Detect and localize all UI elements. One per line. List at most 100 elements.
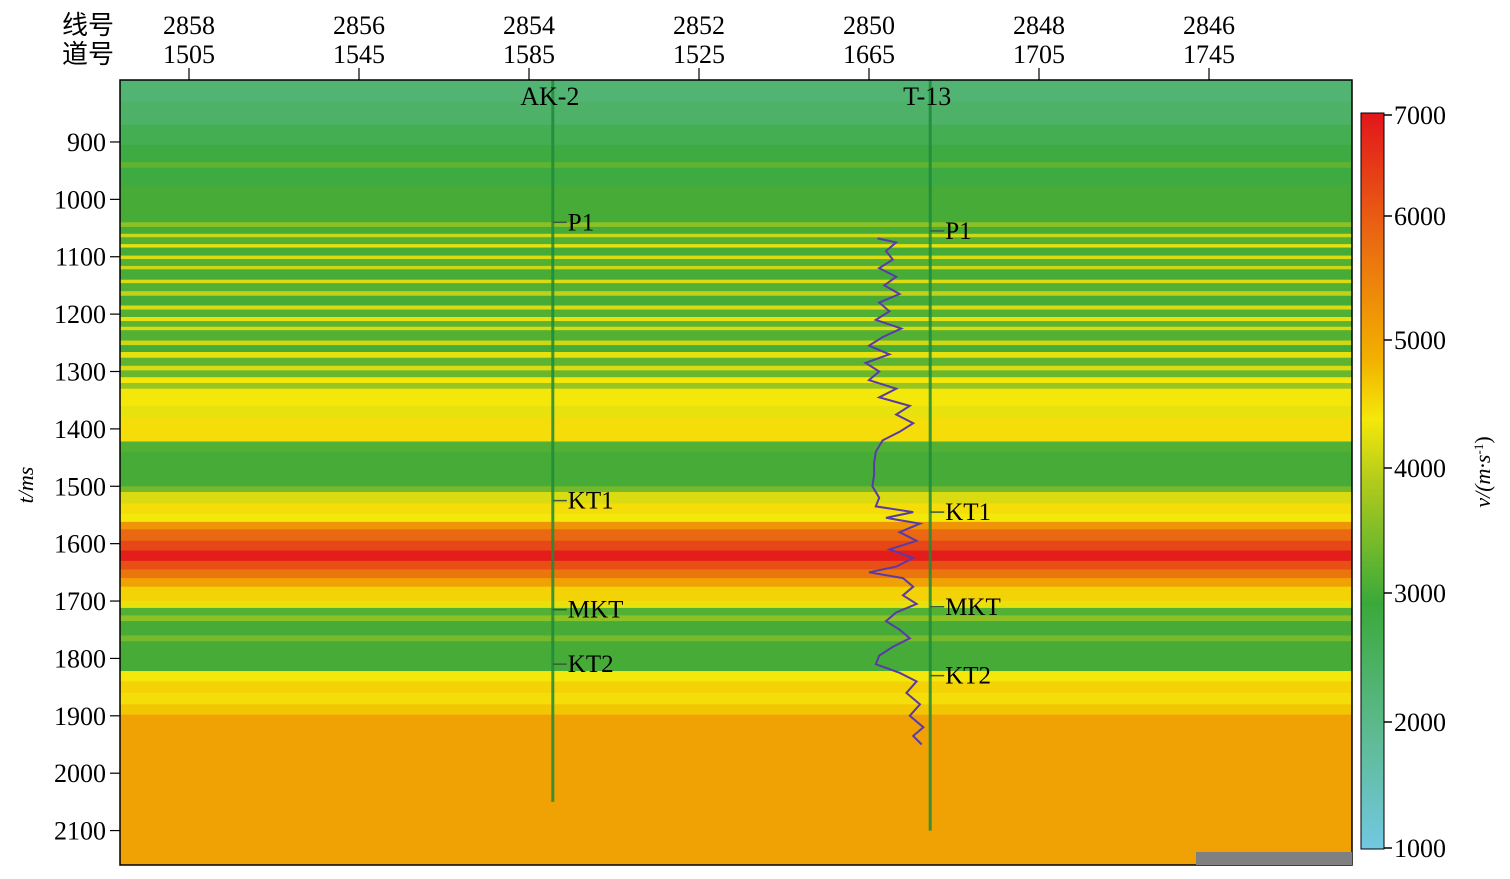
velocity-layer (120, 295, 1352, 307)
top-axis-trace-label: 1505 (163, 40, 215, 69)
scale-bar-patch (1196, 852, 1352, 865)
velocity-layer (120, 503, 1352, 515)
colorbar-tick-label: 1000 (1394, 834, 1446, 863)
velocity-layer (120, 226, 1352, 235)
velocity-layer (120, 357, 1352, 367)
velocity-layer (120, 370, 1352, 378)
colorbar-ticks: 1000 2000 3000 4000 5000 6000 7000 (1384, 101, 1446, 863)
velocity-layer (120, 529, 1352, 542)
y-axis-tick-label: 900 (67, 128, 106, 157)
y-axis-tick-label: 2100 (54, 817, 106, 846)
velocity-layer (120, 540, 1352, 552)
velocity-layer (120, 269, 1352, 281)
velocity-layer (120, 569, 1352, 579)
velocity-layer (120, 326, 1352, 331)
y-axis-tick-label: 1300 (54, 358, 106, 387)
velocity-layer (120, 377, 1352, 384)
y-axis-tick-label: 1500 (54, 472, 106, 501)
velocity-layer (120, 255, 1352, 260)
top-axis-trace-label: 1705 (1013, 40, 1065, 69)
velocity-layer (120, 615, 1352, 622)
top-axis-row-label-trace: 道号 (62, 40, 114, 69)
velocity-layer (120, 340, 1352, 346)
colorbar-tick-label: 7000 (1394, 101, 1446, 130)
velocity-layer (120, 704, 1352, 716)
colorbar (1360, 112, 1385, 850)
horizon-label: KT1 (945, 499, 991, 526)
velocity-layer (120, 283, 1352, 292)
top-axis-trace-label: 1525 (673, 40, 725, 69)
velocity-layer (120, 417, 1352, 443)
top-axis-row-label-line: 线号 (62, 11, 114, 40)
velocity-layer (120, 237, 1352, 245)
velocity-layer (120, 144, 1352, 163)
top-axis-trace-label: 1665 (843, 40, 895, 69)
velocity-layer (120, 671, 1352, 682)
top-axis-trace-label: 1545 (333, 40, 385, 69)
velocity-layer (120, 560, 1352, 570)
top-axis-line-label: 2850 (843, 11, 895, 40)
well-name: AK-2 (520, 82, 579, 111)
top-axis-line-label: 2856 (333, 11, 385, 40)
colorbar-tick-label: 5000 (1394, 326, 1446, 355)
velocity-layer (120, 124, 1352, 146)
velocity-layer (120, 586, 1352, 602)
velocity-layer (120, 259, 1352, 267)
top-axis-trace-label: 1745 (1183, 40, 1235, 69)
velocity-layer (120, 80, 1352, 103)
y-axis-tick-label: 1600 (54, 530, 106, 559)
horizon-label: P1 (568, 209, 594, 236)
velocity-layer (120, 382, 1352, 390)
velocity-layer (120, 305, 1352, 311)
velocity-layer (120, 681, 1352, 694)
velocity-layer (120, 441, 1352, 453)
velocity-layer (120, 486, 1352, 493)
velocity-layer (120, 513, 1352, 523)
velocity-layer (120, 492, 1352, 504)
y-axis-label: t/ms (13, 467, 38, 504)
horizon-label: MKT (568, 597, 624, 624)
horizon-label: MKT (945, 594, 1001, 621)
velocity-layer (120, 345, 1352, 353)
horizon-label: KT1 (568, 488, 614, 515)
well-log-curve (863, 237, 925, 746)
velocity-layer (120, 635, 1352, 642)
velocity-layer (120, 521, 1352, 530)
y-axis-tick-label: 1000 (54, 185, 106, 214)
velocity-layer (120, 621, 1352, 636)
chart-overlay: AK-2 P1 KT1 MKT KT2 T-13 P1 KT1 MKT KT2 (520, 80, 1001, 831)
velocity-layer (120, 607, 1352, 616)
velocity-layer (120, 601, 1352, 609)
velocity-layer (120, 351, 1352, 359)
velocity-layer (120, 167, 1352, 186)
colorbar-label: v/(m·s-1) (1470, 436, 1495, 507)
velocity-layer (120, 101, 1352, 126)
top-axis-line-label: 2848 (1013, 11, 1065, 40)
velocity-layers (120, 80, 1352, 866)
velocity-layer (120, 330, 1352, 342)
colorbar-tick-label: 2000 (1394, 708, 1446, 737)
velocity-layer (120, 309, 1352, 318)
velocity-layer (120, 265, 1352, 270)
velocity-layer (120, 451, 1352, 487)
velocity-layer (120, 405, 1352, 418)
velocity-layer (120, 316, 1352, 322)
velocity-layer (120, 185, 1352, 223)
velocity-layer (120, 162, 1352, 169)
y-axis-tick-label: 1100 (55, 243, 106, 272)
velocity-layer (120, 365, 1352, 371)
colorbar-tick-label: 3000 (1394, 579, 1446, 608)
y-axis-tick-label: 1700 (54, 587, 106, 616)
top-axis-line-label: 2852 (673, 11, 725, 40)
y-axis-tick-label: 1400 (54, 415, 106, 444)
top-axis-line-label: 2858 (163, 11, 215, 40)
y-axis-tick-label: 2000 (54, 759, 106, 788)
velocity-layer (120, 321, 1352, 328)
horizon-label: KT2 (568, 651, 614, 678)
top-axis-line-label: 2854 (503, 11, 555, 40)
horizon-label: P1 (945, 218, 971, 245)
velocity-layer (120, 550, 1352, 562)
velocity-layer (120, 641, 1352, 672)
